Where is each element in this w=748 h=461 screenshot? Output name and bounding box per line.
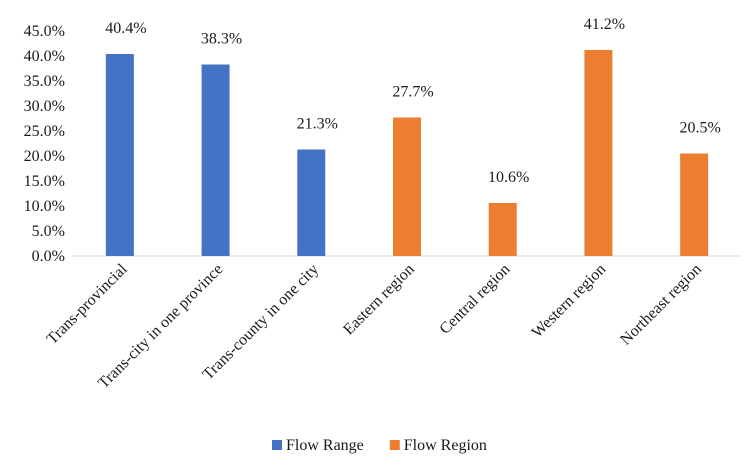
- data-label: 20.5%: [679, 120, 720, 137]
- y-tick-label: 40.0%: [24, 48, 65, 65]
- legend: Flow Range Flow Region: [272, 437, 487, 454]
- data-label: 38.3%: [201, 31, 242, 48]
- data-label: 10.6%: [488, 169, 529, 186]
- y-tick-label: 0.0%: [32, 248, 65, 265]
- bar: [201, 64, 230, 256]
- data-label: 21.3%: [297, 116, 338, 133]
- category-label: Central region: [436, 261, 513, 338]
- data-label: 41.2%: [584, 16, 625, 33]
- bar: [584, 50, 613, 256]
- category-label: Western region: [529, 261, 610, 342]
- legend-label: Flow Range: [286, 437, 364, 454]
- data-labels: 40.4% 38.3% 21.3% 27.7% 10.6% 41.2% 20.5%: [105, 16, 721, 186]
- y-tick-label: 35.0%: [24, 73, 65, 90]
- bar: [680, 153, 709, 256]
- y-tick-label: 20.0%: [24, 148, 65, 165]
- category-label: Trans-provincial: [44, 260, 131, 347]
- bar: [488, 203, 517, 256]
- category-label: Northeast region: [617, 261, 705, 349]
- y-tick-label: 25.0%: [24, 123, 65, 140]
- bar: [393, 117, 421, 256]
- y-tick-label: 30.0%: [24, 98, 65, 115]
- bar: [105, 54, 134, 256]
- y-tick-label: 45.0%: [24, 23, 65, 40]
- legend-swatch: [272, 440, 282, 450]
- y-tick-label: 5.0%: [32, 223, 65, 240]
- y-tick-label: 15.0%: [24, 173, 65, 190]
- data-label: 27.7%: [392, 84, 433, 101]
- bars: [105, 50, 709, 256]
- legend-label: Flow Region: [404, 437, 487, 454]
- category-label: Eastern region: [340, 261, 418, 339]
- legend-swatch: [389, 440, 400, 450]
- y-axis-ticks: 0.0% 5.0% 10.0% 15.0% 20.0% 25.0% 30.0% 35.0% 40…: [24, 23, 65, 265]
- data-label: 40.4%: [105, 20, 146, 37]
- bar: [297, 149, 326, 256]
- y-tick-label: 10.0%: [24, 198, 65, 215]
